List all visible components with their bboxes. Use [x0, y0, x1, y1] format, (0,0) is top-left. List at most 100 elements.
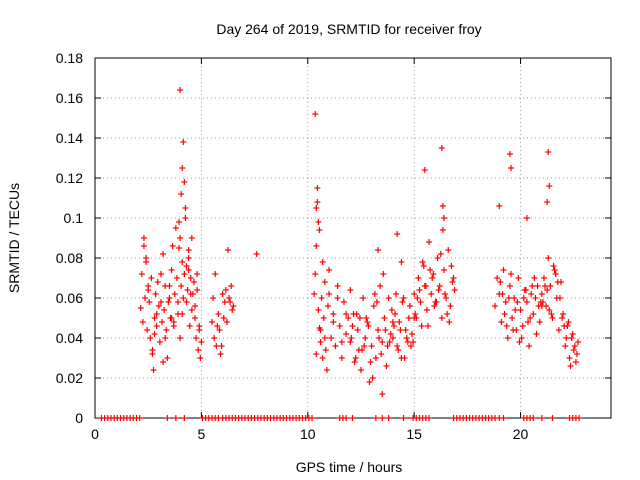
- data-point: [435, 287, 442, 293]
- data-point: [326, 267, 333, 273]
- data-point: [440, 267, 447, 273]
- data-point: [396, 319, 403, 325]
- data-point: [559, 315, 566, 321]
- data-point: [316, 227, 323, 233]
- data-point: [525, 319, 532, 325]
- data-point: [148, 275, 155, 281]
- data-point: [320, 315, 327, 321]
- data-point: [561, 323, 568, 329]
- data-point: [566, 355, 573, 361]
- data-point: [529, 283, 536, 289]
- data-point: [519, 323, 526, 329]
- data-point: [425, 323, 432, 329]
- data-point: [311, 291, 318, 297]
- data-point: [549, 415, 556, 421]
- data-point: [179, 311, 186, 317]
- data-point: [440, 215, 447, 221]
- y-tick-label: 0: [75, 410, 83, 426]
- data-point: [534, 283, 541, 289]
- data-point: [192, 315, 199, 321]
- data-point: [417, 299, 424, 305]
- chart-title: Day 264 of 2019, SRMTID for receiver fro…: [216, 21, 481, 37]
- data-point: [169, 243, 176, 249]
- data-point: [210, 295, 217, 301]
- data-point: [328, 335, 335, 341]
- data-point: [174, 299, 181, 305]
- data-point: [570, 347, 577, 353]
- data-point: [192, 303, 199, 309]
- data-point: [398, 259, 405, 265]
- data-point: [140, 235, 147, 241]
- data-point: [151, 331, 158, 337]
- data-point: [433, 299, 440, 305]
- data-point: [526, 343, 533, 349]
- data-point: [369, 375, 376, 381]
- data-point: [361, 343, 368, 349]
- data-point: [532, 295, 539, 301]
- data-point: [376, 335, 383, 341]
- data-point: [351, 359, 358, 365]
- data-point: [136, 415, 143, 421]
- data-point: [428, 291, 435, 297]
- data-point: [336, 323, 343, 329]
- data-point: [533, 331, 540, 337]
- data-point: [322, 347, 329, 353]
- data-point: [401, 355, 408, 361]
- data-point: [544, 199, 551, 205]
- data-point: [347, 287, 354, 293]
- data-point: [147, 335, 154, 341]
- data-point: [426, 239, 433, 245]
- data-point: [324, 303, 331, 309]
- data-point: [423, 307, 430, 313]
- x-tick-label: 10: [300, 426, 316, 442]
- data-point: [560, 311, 567, 317]
- data-point: [407, 343, 414, 349]
- data-point: [390, 323, 397, 329]
- data-point: [506, 283, 513, 289]
- data-point: [426, 415, 433, 421]
- data-point: [492, 303, 499, 309]
- data-point: [152, 291, 159, 297]
- data-point: [431, 303, 438, 309]
- data-point: [214, 323, 221, 329]
- data-point: [164, 355, 171, 361]
- data-point: [496, 203, 503, 209]
- data-point: [412, 311, 419, 317]
- data-point: [572, 359, 579, 365]
- data-point: [348, 335, 355, 341]
- data-point: [377, 283, 384, 289]
- data-point: [185, 247, 192, 253]
- y-tick-label: 0.06: [56, 290, 83, 306]
- data-point: [446, 319, 453, 325]
- data-point: [352, 355, 359, 361]
- data-point: [375, 327, 382, 333]
- data-point: [165, 299, 172, 305]
- data-point: [317, 327, 324, 333]
- data-point: [438, 315, 445, 321]
- data-point: [195, 347, 202, 353]
- data-point: [150, 367, 157, 373]
- data-point: [575, 339, 582, 345]
- y-tick-label: 0.14: [56, 130, 83, 146]
- data-point: [160, 251, 167, 257]
- data-point: [518, 335, 525, 341]
- data-point: [406, 303, 413, 309]
- data-point: [381, 315, 388, 321]
- data-point: [427, 267, 434, 273]
- data-point: [573, 351, 580, 357]
- data-point: [334, 295, 341, 301]
- data-point: [161, 307, 168, 313]
- grid: [95, 58, 611, 418]
- data-point: [540, 275, 547, 281]
- data-point: [443, 295, 450, 301]
- data-point: [345, 315, 352, 321]
- data-point: [388, 307, 395, 313]
- data-point: [414, 295, 421, 301]
- data-point: [194, 287, 201, 293]
- data-point: [549, 315, 556, 321]
- data-point: [170, 323, 177, 329]
- data-point: [172, 415, 179, 421]
- data-point: [160, 359, 167, 365]
- data-point: [434, 255, 441, 261]
- data-point: [321, 335, 328, 341]
